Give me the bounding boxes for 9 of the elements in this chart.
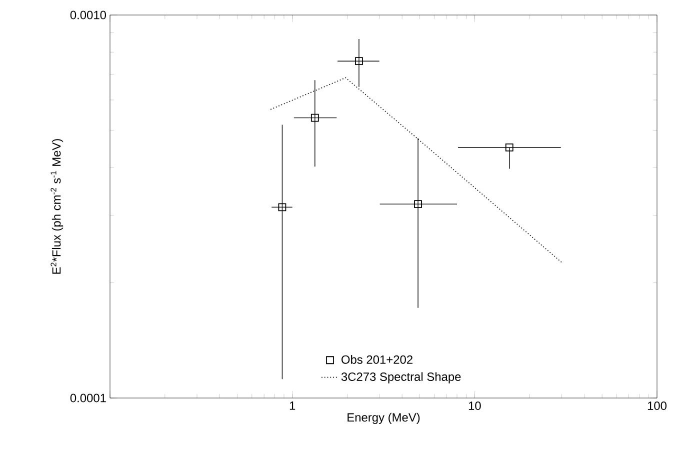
x-tick-label: 100: [648, 402, 667, 410]
y-tick-label: 0.0010: [70, 10, 106, 20]
x-axis-title: Energy (MeV): [348, 412, 420, 424]
legend-label: 3C273 Spectral Shape: [341, 372, 461, 384]
y-tick-label: 0.0001: [70, 394, 106, 402]
x-tick-label: 1: [290, 402, 296, 410]
x-tick-label: 10: [468, 402, 481, 410]
y-axis-title: E$^{2}$*Flux (ph cm$^{-2}$ s$^{-1}$ MeV): [50, 139, 64, 274]
legend-label: Obs 201+202: [342, 355, 412, 364]
